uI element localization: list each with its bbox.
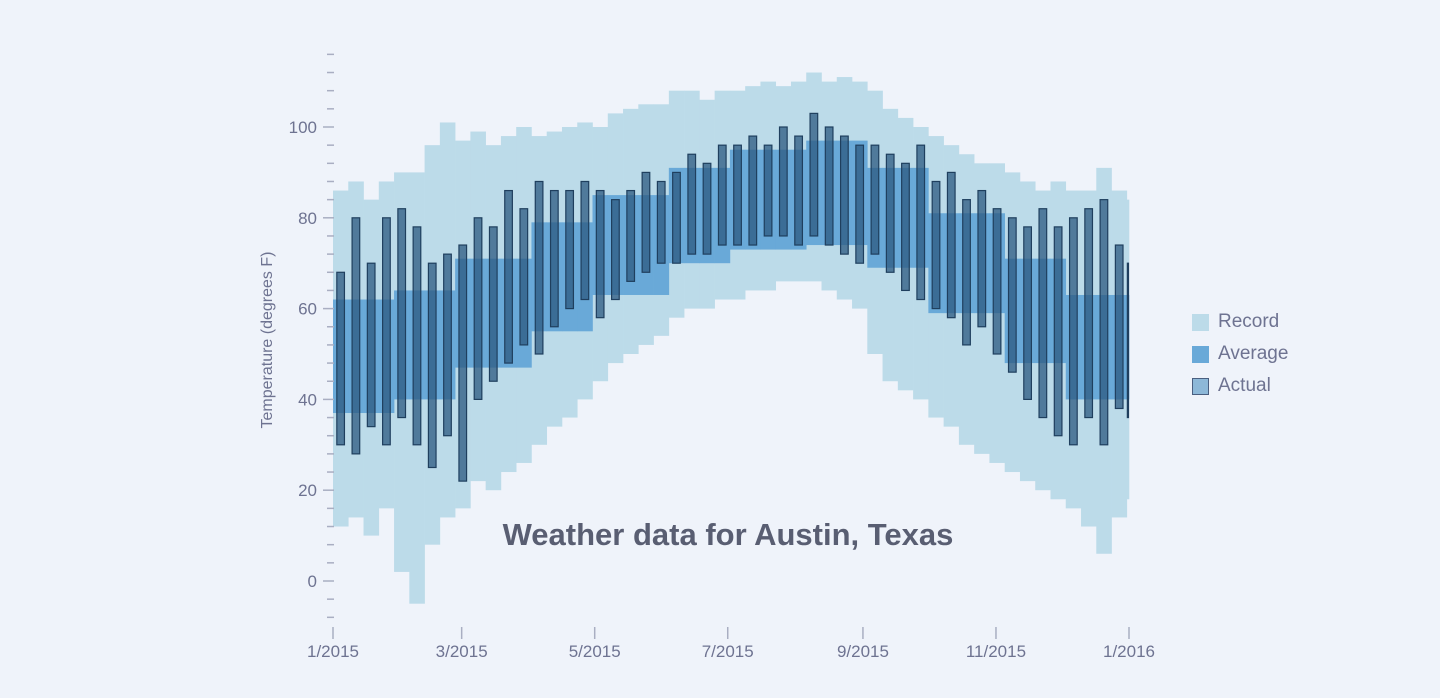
x-tick-label: 5/2015 <box>569 642 621 661</box>
y-tick-label: 100 <box>289 118 317 137</box>
actual-bar <box>1068 217 1078 446</box>
actual-bar <box>672 171 681 264</box>
actual-bar <box>1114 244 1124 410</box>
actual-bar <box>656 180 666 264</box>
x-tick-label: 7/2015 <box>702 642 754 661</box>
actual-bar <box>1053 226 1063 437</box>
actual-bar <box>1084 208 1094 419</box>
actual-bar <box>443 253 452 437</box>
actual-bar <box>824 126 834 246</box>
actual-bar <box>351 217 361 455</box>
legend-label: Average <box>1218 343 1289 364</box>
legend-item-record[interactable]: Record <box>1192 306 1288 338</box>
actual-bar <box>748 135 758 246</box>
actual-bar <box>626 189 636 282</box>
actual-bar <box>946 171 956 319</box>
actual-bar <box>916 144 926 301</box>
actual-bar <box>717 144 727 246</box>
actual-bar <box>733 144 742 246</box>
legend-item-average[interactable]: Average <box>1192 338 1288 370</box>
average-swatch <box>1192 345 1209 363</box>
legend-label: Actual <box>1218 375 1271 396</box>
actual-bar <box>565 189 575 310</box>
actual-bar <box>901 162 910 292</box>
y-axis: 0 20 40 60 80 100 <box>289 53 334 619</box>
y-axis-label: Temperature (degrees F) <box>259 252 276 429</box>
actual-bar <box>504 189 513 364</box>
y-tick-label: 20 <box>298 481 317 500</box>
actual-bar <box>1099 199 1109 446</box>
actual-bar <box>580 180 590 301</box>
actual-bar <box>473 217 483 401</box>
y-tick-label: 80 <box>298 209 317 228</box>
actual-bar <box>534 180 544 355</box>
x-tick-label: 1/2015 <box>307 642 359 661</box>
actual-swatch <box>1192 377 1209 395</box>
actual-bar <box>382 217 391 446</box>
actual-bar <box>366 262 376 428</box>
actual-bar <box>977 189 987 328</box>
actual-bar <box>992 208 1002 355</box>
legend: Record Average Actual <box>1192 306 1288 402</box>
actual-bar <box>458 244 468 482</box>
actual-bar <box>763 144 773 237</box>
actual-bar <box>1023 226 1033 401</box>
actual-bar <box>702 162 712 255</box>
x-tick-label: 11/2015 <box>966 642 1026 661</box>
legend-item-actual[interactable]: Actual <box>1192 370 1288 402</box>
actual-bar <box>839 135 849 255</box>
actual-bar <box>778 126 788 237</box>
actual-bar <box>641 171 651 273</box>
actual-bar <box>610 199 620 301</box>
y-tick-label: 0 <box>308 572 317 591</box>
x-axis: 1/2015 3/2015 5/2015 7/2015 9/2015 11/2015 1/2… <box>307 627 1155 661</box>
actual-bar <box>931 180 941 310</box>
actual-bar <box>687 153 697 255</box>
actual-bar <box>427 262 437 469</box>
y-tick-label: 40 <box>298 390 317 409</box>
actual-bar <box>1126 262 1130 419</box>
actual-bar <box>488 226 498 382</box>
x-tick-label: 1/2016 <box>1103 642 1155 661</box>
actual-bar <box>870 144 880 255</box>
record-swatch <box>1192 313 1209 331</box>
actual-bar <box>794 135 804 246</box>
y-tick-label: 60 <box>298 300 317 319</box>
actual-bar <box>1038 208 1048 419</box>
legend-label: Record <box>1218 311 1280 332</box>
x-tick-label: 9/2015 <box>837 642 889 661</box>
actual-bar <box>549 189 559 328</box>
actual-bar <box>412 226 422 446</box>
actual-bar <box>595 189 605 319</box>
chart-title: Weather data for Austin, Texas <box>503 517 954 552</box>
actual-bar <box>1007 217 1017 373</box>
actual-bar <box>519 208 529 346</box>
actual-bar <box>962 199 971 346</box>
actual-bar <box>809 112 819 237</box>
actual-bar <box>855 144 865 264</box>
actual-bar <box>397 208 407 419</box>
x-tick-label: 3/2015 <box>436 642 488 661</box>
actual-bar <box>336 271 346 446</box>
actual-bar <box>885 153 895 273</box>
actual-bars <box>336 112 1130 482</box>
